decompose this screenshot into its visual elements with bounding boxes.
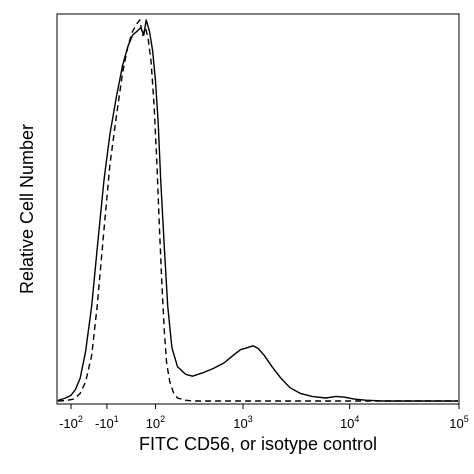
x-tick-base: -10: [59, 416, 78, 431]
x-tick-base: 10: [449, 416, 463, 431]
x-tick-exponent: 1: [114, 414, 119, 424]
x-tick-base: 10: [233, 416, 247, 431]
x-tick-exponent: 2: [78, 414, 83, 424]
x-tick-exponent: 2: [160, 414, 165, 424]
x-tick-exponent: 5: [464, 414, 469, 424]
series-layer: [57, 19, 458, 402]
x-tick-label: 104: [340, 414, 359, 431]
x-tick-exponent: 4: [354, 414, 359, 424]
x-tick-exponent: 3: [248, 414, 253, 424]
x-axis-label: FITC CD56, or isotype control: [139, 434, 377, 454]
x-tick-base: 10: [146, 416, 160, 431]
x-axis-ticks: -102 -101 102 103 104 105: [59, 404, 469, 431]
x-tick-label: 102: [146, 414, 165, 431]
x-tick-label: -102: [59, 414, 83, 431]
plot-frame: [56, 13, 460, 405]
x-tick-label: 103: [233, 414, 252, 431]
x-tick-label: -101: [95, 414, 119, 431]
cd56-curve: [57, 19, 458, 402]
x-tick-base: -10: [95, 416, 114, 431]
y-axis-label: Relative Cell Number: [17, 124, 37, 294]
isotype-control-curve: [57, 19, 458, 402]
x-tick-base: 10: [340, 416, 354, 431]
x-tick-label: 105: [449, 414, 468, 431]
